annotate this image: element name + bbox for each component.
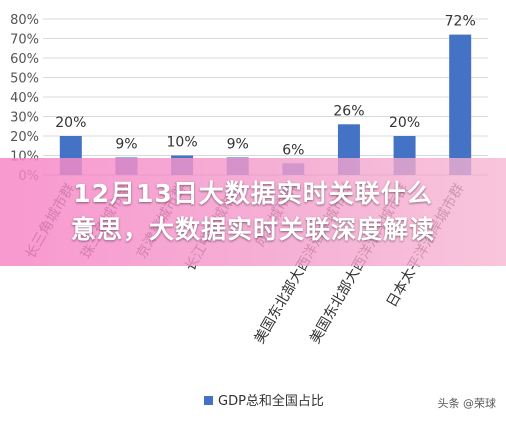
legend: GDP总和全国占比 [204,393,324,409]
data-label: 26% [333,103,364,119]
legend-label: GDP总和全国占比 [218,393,324,409]
grid-lines [43,18,488,176]
data-label: 10% [167,135,198,151]
data-label: 9% [227,136,249,152]
y-tick-label: 80% [10,13,39,28]
data-label: 72% [445,14,476,30]
title-banner: 12月13日大数据实时关联什么 意思，大数据实时关联深度解读 [0,158,506,266]
y-tick-label: 70% [10,33,39,48]
y-tick-label: 60% [10,52,39,67]
banner-title-line-2: 意思，大数据实时关联深度解读 [70,215,435,244]
legend-swatch [204,396,213,405]
data-label: 9% [115,136,137,152]
bar [449,34,472,175]
data-label: 6% [282,142,304,158]
data-label: 20% [55,115,86,131]
y-tick-label: 50% [10,72,39,87]
data-label: 20% [389,115,420,131]
y-tick-label: 30% [10,111,39,126]
data-labels: 20% 9% 10% 9% 6% 26% 20% 72% [55,14,476,159]
y-tick-label: 20% [10,130,39,145]
banner-title-line-1: 12月13日大数据实时关联什么 [73,179,433,208]
y-tick-label: 40% [10,91,39,106]
watermark: 头条 @荣球 [437,397,497,410]
bars [59,34,472,175]
